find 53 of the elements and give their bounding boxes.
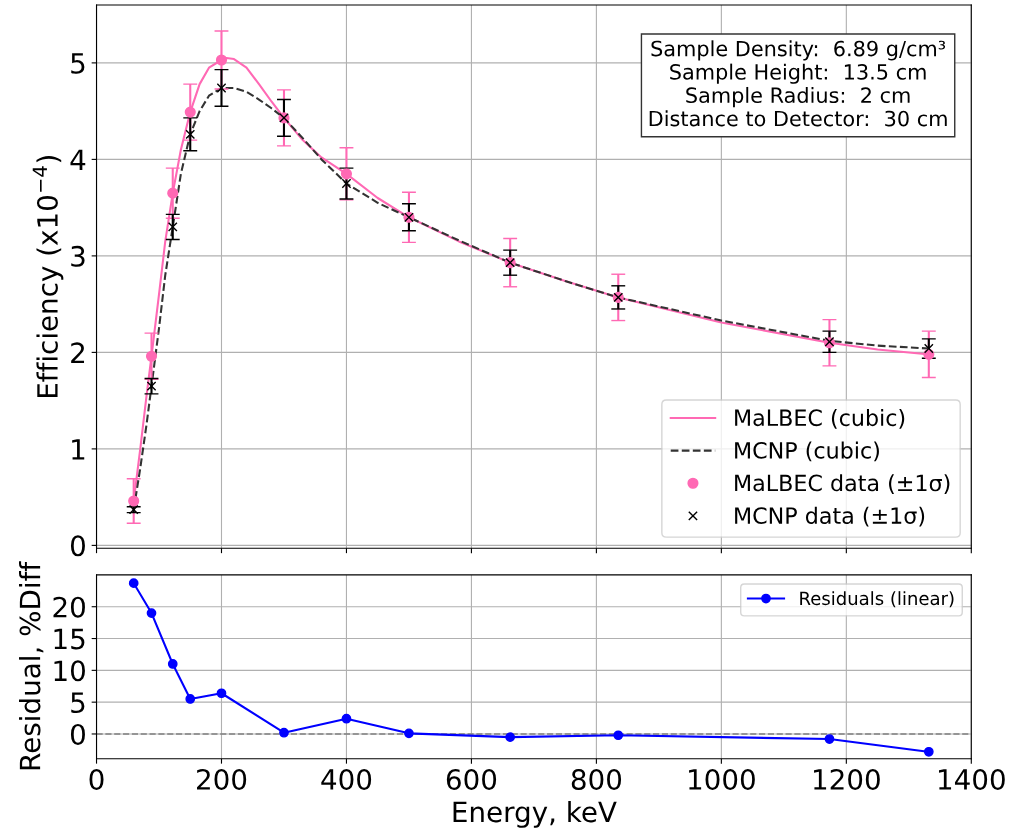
x-tick-label: 1000 [689,769,755,791]
point [279,727,289,738]
x-tick-label: 1200 [814,769,880,791]
x-tick-label: 800 [571,769,622,791]
point [613,730,624,741]
y-tick-label: 15 [54,628,85,650]
point [341,178,352,189]
y-axis-title: Residual, %Diff [19,561,44,770]
legend-label: MCNP (cubic) [735,441,879,462]
legend-label: MaLBEC (cubic) [735,408,905,429]
point [167,222,178,232]
point [128,578,139,589]
y-tick-label: 0 [70,723,85,745]
x-tick-label: 1400 [939,769,1005,791]
point [215,54,228,66]
y-tick-label: 20 [53,596,85,618]
y-tick-label: 3 [71,245,85,267]
x-tick-label: 0 [89,769,104,791]
x-tick-label: 400 [321,769,372,791]
legend-label: Residuals (linear) [800,591,954,608]
y-tick-label: 0 [70,535,85,557]
point [404,728,414,739]
point [340,168,353,180]
x-tick-label: 200 [197,769,247,791]
point [216,688,227,699]
y-tick-label: 2 [71,342,85,363]
y-axis-title: Efficiency (x10$^{−4}$) [32,156,64,398]
y-tick-label: 5 [71,53,85,74]
point [185,694,196,704]
y-tick-label: 10 [54,660,85,682]
point [923,746,934,757]
point [146,608,157,618]
point [184,106,196,118]
y-tick-label: 4 [70,149,86,170]
point [824,734,835,744]
annotation: Sample Density: 6.89 g/cm³ Sample Height: 13.5 cm Sample Radius: 2 cm Distance to Detector: 30 cm [649,40,947,127]
legend-label: MCNP data (±1σ) [735,506,925,527]
point [341,713,352,724]
point [505,732,516,743]
point [145,350,158,362]
point [216,83,227,93]
point [167,659,178,669]
point [128,495,140,507]
point [167,187,179,199]
point [185,129,196,140]
point [128,504,139,515]
x-axis-title: Energy, keV [453,800,617,828]
point [923,343,934,354]
y-tick-label: 5 [71,692,85,714]
y-tick-label: 1 [72,439,85,460]
point [146,381,157,392]
x-tick-label: 600 [446,769,497,791]
legend-label: MaLBEC data (±1σ) [735,474,950,494]
